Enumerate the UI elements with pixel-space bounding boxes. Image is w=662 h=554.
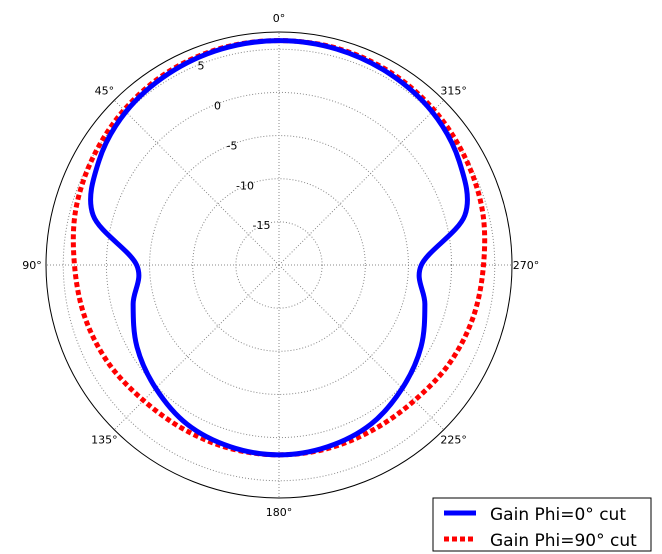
radial-tick-label: -15 xyxy=(253,219,271,232)
angle-tick-label: 225° xyxy=(440,434,467,447)
angle-tick-label: 270° xyxy=(513,259,540,272)
radial-tick-label: 0 xyxy=(214,100,221,113)
angle-tick-label: 135° xyxy=(91,434,118,447)
angle-tick-label: 90° xyxy=(22,259,42,272)
radial-gridline xyxy=(192,178,366,352)
legend-box xyxy=(432,497,652,552)
chart-series xyxy=(70,38,488,458)
polar-grid xyxy=(45,31,513,499)
legend: Gain Phi=0° cut Gain Phi=90° cut xyxy=(432,497,652,552)
angle-tick-label: 0° xyxy=(273,12,286,25)
radial-tick-label: -5 xyxy=(226,139,237,152)
radial-gridline xyxy=(235,221,323,309)
legend-label-series-1: Gain Phi=0° cut xyxy=(490,505,626,525)
polar-frame xyxy=(45,31,513,499)
angular-gridline xyxy=(113,99,280,266)
radial-gridline xyxy=(105,91,453,439)
angle-tick-label: 45° xyxy=(95,84,115,97)
legend-label-series-2: Gain Phi=90° cut xyxy=(490,531,637,551)
radial-tick-label: -10 xyxy=(236,179,254,192)
radial-tick-labels: -15 -10 -5 0 5 xyxy=(197,60,270,232)
radial-tick-label: 5 xyxy=(197,60,204,73)
radial-gridline xyxy=(62,48,496,482)
angle-tick-label: 180° xyxy=(266,506,293,519)
angle-tick-labels: 0° 45° 90° 135° 180° 225° 270° 315° xyxy=(22,12,539,519)
angle-tick-label: 315° xyxy=(440,84,467,97)
series-line-1 xyxy=(88,38,470,458)
